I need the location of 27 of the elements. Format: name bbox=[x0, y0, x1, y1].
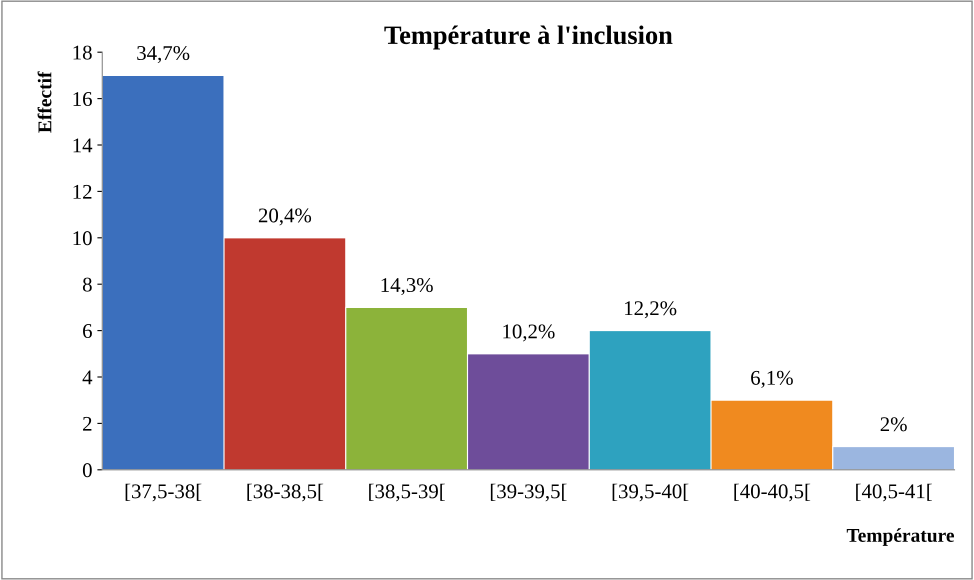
y-tick-label: 0 bbox=[82, 463, 92, 478]
annotation: 2% bbox=[880, 417, 907, 432]
x-tick-label: [38,5-39[ bbox=[369, 484, 445, 502]
y-tick-label: 4 bbox=[82, 370, 92, 384]
y-tick-label: 12 bbox=[74, 184, 92, 199]
x-tick-label: [39,5-40[ bbox=[612, 484, 688, 502]
x-tick-label: [40-40,5[ bbox=[734, 484, 810, 502]
chart-title: Température à l'inclusion bbox=[384, 26, 672, 50]
annotation: 34,7% bbox=[137, 46, 190, 64]
x-tick-label: [37,5-38[ bbox=[126, 484, 202, 502]
y-tick-label: 18 bbox=[74, 46, 92, 60]
x-tick-label: [38-38,5[ bbox=[247, 484, 324, 502]
annotation: 6,1% bbox=[751, 370, 793, 388]
y-tick-label: 8 bbox=[82, 278, 92, 292]
y-tick-label: 6 bbox=[83, 324, 92, 338]
y-axis-title: Effectif bbox=[38, 71, 52, 133]
y-tick-label: 14 bbox=[74, 138, 92, 152]
annotation: 10,2% bbox=[503, 324, 555, 342]
y-tick-label: 10 bbox=[74, 231, 92, 246]
y-tick-label: 16 bbox=[74, 92, 92, 106]
x-tick-label: [39-39,5[ bbox=[490, 484, 567, 502]
x-axis-title: Température bbox=[846, 528, 954, 546]
annotation: 14,3% bbox=[382, 278, 433, 296]
x-tick-label: [40,5-41[ bbox=[856, 484, 932, 502]
y-tick-label: 2 bbox=[83, 416, 92, 431]
annotation: 12,2% bbox=[625, 301, 676, 318]
annotation: 20,4% bbox=[258, 208, 312, 226]
